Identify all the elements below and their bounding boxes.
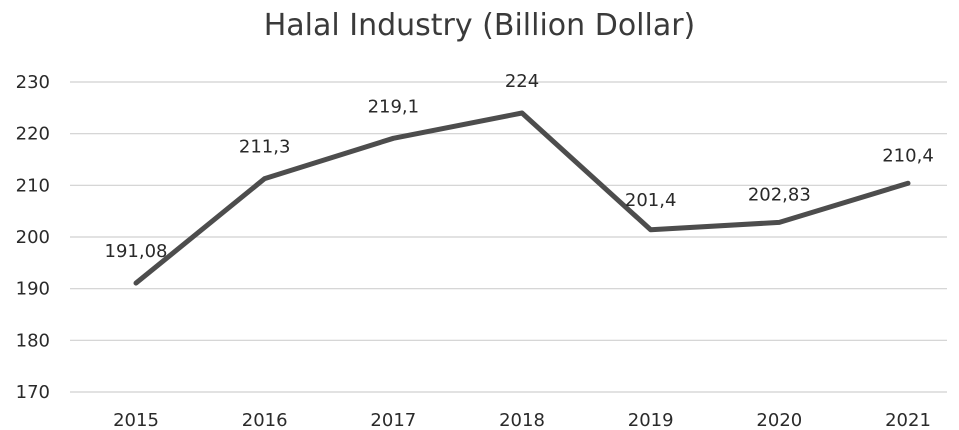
data-label: 210,4 <box>882 145 934 166</box>
x-tick-label: 2019 <box>628 410 674 430</box>
chart-title: Halal Industry (Billion Dollar) <box>263 8 696 43</box>
x-tick-label: 2018 <box>499 410 545 430</box>
data-label: 224 <box>505 71 539 92</box>
x-tick-label: 2020 <box>756 410 802 430</box>
x-tick-label: 2016 <box>242 410 288 430</box>
x-tick-label: 2015 <box>113 410 159 430</box>
y-tick-label: 230 <box>16 72 50 93</box>
y-tick-label: 190 <box>16 279 50 300</box>
data-label: 211,3 <box>239 137 291 158</box>
data-label: 201,4 <box>625 190 677 211</box>
x-tick-label: 2021 <box>885 410 931 430</box>
data-label: 202,83 <box>748 184 811 205</box>
series-line <box>133 110 911 286</box>
data-label: 191,08 <box>105 241 168 262</box>
data-label: 219,1 <box>368 96 420 117</box>
x-tick-label: 2017 <box>370 410 416 430</box>
y-tick-label: 210 <box>16 175 50 196</box>
y-tick-label: 200 <box>16 227 50 248</box>
y-tick-label: 220 <box>16 124 50 145</box>
y-tick-label: 180 <box>16 330 50 351</box>
y-tick-label: 170 <box>16 382 50 403</box>
